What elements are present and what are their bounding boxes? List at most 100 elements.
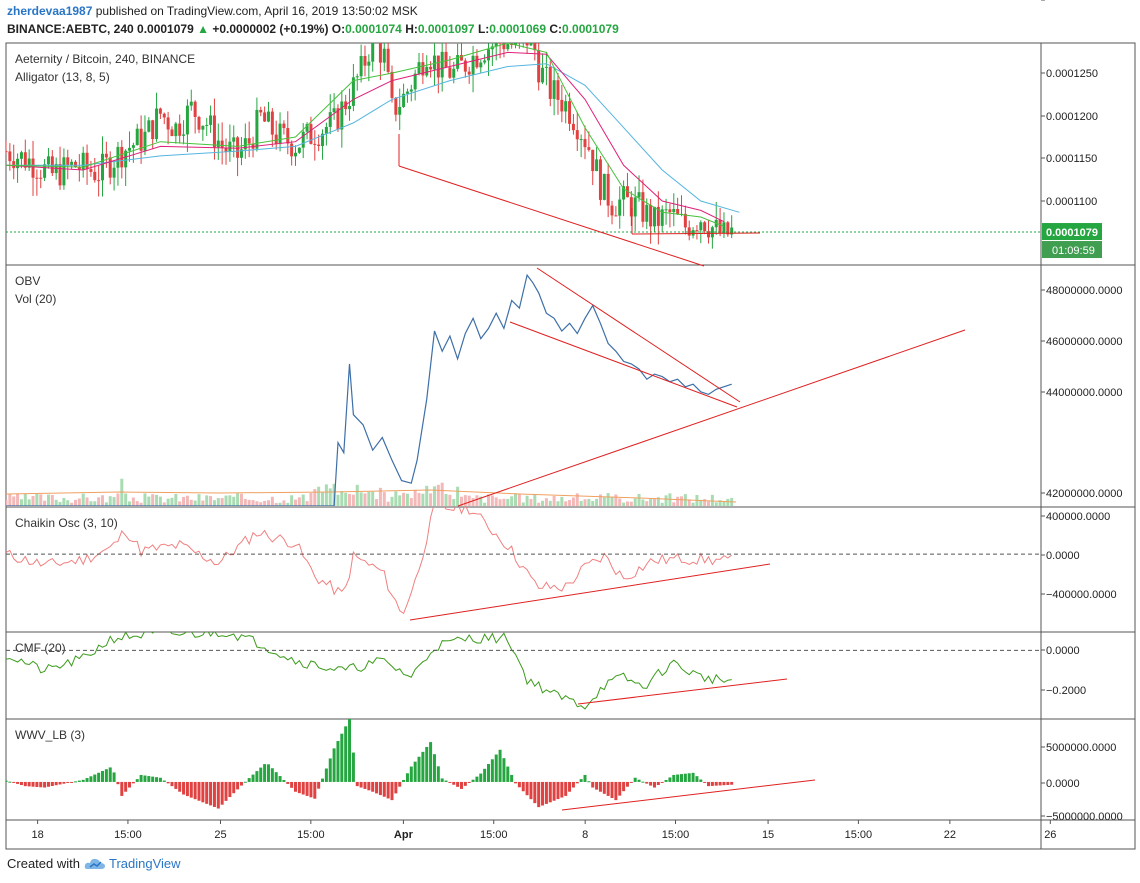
wwv-bar xyxy=(101,770,104,782)
candle-up xyxy=(348,105,352,110)
candle-down xyxy=(459,55,463,61)
volume-bar xyxy=(205,495,209,506)
volume-bar xyxy=(676,496,680,506)
volume-bar xyxy=(405,493,409,506)
wwv-bar xyxy=(664,779,668,782)
volume-bar xyxy=(390,496,394,506)
volume-bar xyxy=(649,498,653,506)
candle-up xyxy=(294,152,297,157)
volume-bar xyxy=(378,487,382,506)
candle-down xyxy=(598,159,602,200)
volume-bar xyxy=(131,497,135,506)
candle-down xyxy=(421,62,425,76)
volume-bar xyxy=(259,502,263,506)
tradingview-logo[interactable]: TradingView xyxy=(84,856,181,871)
wwv-bar xyxy=(313,781,317,799)
wwv-bar xyxy=(680,774,683,782)
author-username[interactable]: zherdevaa1987 xyxy=(7,4,93,18)
wwv-bar xyxy=(514,781,518,784)
y-tick-label: 48000000.0000 xyxy=(1046,285,1122,297)
footer: Created with TradingView xyxy=(7,856,181,871)
candle-up xyxy=(579,139,583,141)
volume-bar xyxy=(633,498,637,506)
candle-down xyxy=(510,44,514,46)
candle-up xyxy=(128,147,132,151)
wwv-bar xyxy=(251,774,255,782)
volume-bar xyxy=(197,494,201,506)
alligator-jaw-line xyxy=(6,63,740,213)
y-tick-label: 0.0001250 xyxy=(1046,68,1098,80)
candle-down xyxy=(39,177,43,179)
candle-up xyxy=(355,76,359,78)
wwv-bar xyxy=(209,781,213,806)
candle-up xyxy=(185,105,189,135)
candle-up xyxy=(691,230,695,236)
wwv-bar xyxy=(46,781,50,787)
wwv-bar xyxy=(502,758,506,782)
pane-indicator: Alligator (13, 8, 5) xyxy=(15,70,110,84)
candle-down xyxy=(533,43,537,51)
wwv-bar xyxy=(475,776,479,782)
volume-bar xyxy=(220,498,224,506)
volume-bar xyxy=(263,500,267,506)
time-axis[interactable]: 18 15:00 25 15:00 Apr 15:00 8 15:00 15 15:00 22 26 xyxy=(6,819,1135,841)
wwv-bar xyxy=(27,781,31,787)
volume-bar xyxy=(703,499,707,506)
volume-bar xyxy=(606,493,610,506)
volume-bar xyxy=(402,492,406,506)
candle-down xyxy=(448,67,452,78)
candle-down xyxy=(718,219,722,234)
volume-bar xyxy=(722,501,726,506)
wwv-bar xyxy=(124,781,128,792)
time-tick-label: 8 xyxy=(582,829,588,841)
pane-title: OBV xyxy=(15,274,40,288)
volume-bar xyxy=(328,488,332,506)
candle-up xyxy=(552,80,556,99)
wwv-bar xyxy=(182,781,186,795)
candle-down xyxy=(394,97,398,115)
wwv-bar xyxy=(359,781,363,788)
volume-bar xyxy=(243,498,247,506)
candle-down xyxy=(556,80,560,100)
volume-bar xyxy=(309,493,313,506)
y-tick-label: 0.0000 xyxy=(1046,778,1080,790)
candle-down xyxy=(197,116,201,130)
cmf-trendline xyxy=(577,678,788,705)
candle-up xyxy=(324,126,328,134)
volume-bar xyxy=(459,496,463,506)
candle-down xyxy=(8,151,12,162)
candle-up xyxy=(456,55,460,69)
wwv-bar xyxy=(637,779,641,782)
candle-down xyxy=(587,147,591,150)
candle-down xyxy=(309,124,313,144)
volume-bar xyxy=(58,501,62,506)
volume-bar xyxy=(417,493,421,506)
wwv-bar xyxy=(224,781,228,801)
wwv-bar xyxy=(43,781,47,788)
wwv-bar xyxy=(618,781,622,796)
candle-down xyxy=(104,153,108,158)
o-label: O: xyxy=(331,22,346,36)
candle-up xyxy=(101,153,104,181)
pane-title: Chaikin Osc (3, 10) xyxy=(15,516,118,530)
wwv-bar xyxy=(270,768,274,782)
wwv-bar xyxy=(375,781,379,794)
volume-bar xyxy=(19,499,23,506)
c-label: C: xyxy=(549,22,563,36)
volume-bar xyxy=(517,493,521,506)
wwv-bar xyxy=(649,781,653,786)
wwv-bar xyxy=(730,781,734,785)
volume-bar xyxy=(193,500,197,506)
y-tick-label: −400000.0000 xyxy=(1046,589,1117,601)
wwv-bar xyxy=(220,781,224,805)
wwv-bar xyxy=(467,781,471,783)
y-tick-label: 400000.0000 xyxy=(1046,511,1110,523)
wwv-bar xyxy=(537,781,541,808)
volume-bar xyxy=(155,494,159,506)
volume-bar xyxy=(598,494,602,506)
volume-bar xyxy=(255,501,259,506)
wwv-bar xyxy=(290,781,294,788)
wwv-bar xyxy=(162,780,166,782)
candle-down xyxy=(386,48,390,72)
